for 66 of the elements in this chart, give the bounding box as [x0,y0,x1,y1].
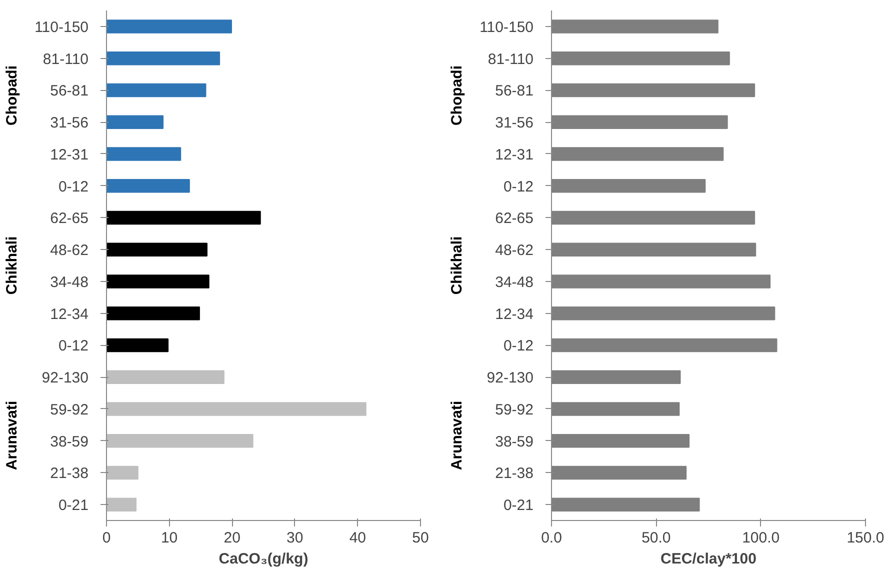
y-tick-label: 48-62 [495,242,534,260]
y-tick-label: 56-81 [50,82,89,100]
y-tick-label: 21-38 [50,465,89,482]
x-tick-label: 150.0 [846,530,884,546]
y-tick-label: 62-65 [495,210,534,228]
y-tick-label: 110-150 [480,18,534,36]
y-tick-label: 48-62 [50,242,89,260]
text: Chopadi [448,65,466,126]
x-tick-label: 0 [102,530,111,546]
y-tick-label: 0-12 [503,178,534,196]
y-tick-label: 92-130 [486,370,534,387]
y-tick-label: 31-56 [495,114,534,132]
y-tick-label: 59-92 [50,401,89,418]
bar [106,370,224,384]
bar [106,210,261,225]
x-tick-label: 100.0 [742,530,780,546]
x-tick-label: 20 [224,530,240,546]
bar [106,20,232,34]
x-tick-label: 10 [160,530,178,546]
bar [106,466,138,480]
y-tick-label: 59-92 [495,401,534,418]
y-tick-label: 38-59 [50,433,89,450]
y-tick-label: 34-48 [495,274,534,291]
y-tick-label: 0-12 [503,338,534,355]
bar [106,178,190,193]
bar [106,242,208,256]
y-tick-label: 38-59 [495,433,534,450]
bar [106,306,200,320]
y-tick-label: 12-34 [50,306,89,323]
x-axis-title: CEC/clay*100 [660,550,756,568]
y-tick-label: 34-48 [50,274,89,291]
bar [106,498,137,512]
y-tick-label: 0-12 [58,338,89,355]
y-tick-label: 56-81 [495,82,534,100]
bar [106,402,366,416]
bar [106,51,220,66]
x-tick-label: 30 [286,530,304,546]
y-tick-label: 12-31 [50,146,89,164]
y-tick-label: 81-110 [42,50,88,68]
x-tick-label: 0.0 [541,530,562,546]
y-tick-label: 12-31 [495,146,534,164]
text: Chikhali [4,236,20,295]
y-tick-label: 21-38 [495,465,534,482]
bar [106,83,206,98]
bar [106,147,182,161]
x-axis-title: CaCO₃(g/kg) [218,550,308,568]
y-tick-label: 62-65 [50,210,89,228]
bar [106,115,164,129]
y-tick-label: 0-12 [58,178,89,196]
bar [106,434,254,448]
text: Chikhali [448,236,466,295]
y-tick-label: 31-56 [50,114,89,132]
text: Arunavati [448,400,466,470]
x-tick-label: 50 [412,530,429,546]
text: Arunavati [4,400,20,470]
y-tick-label: 110-150 [34,18,88,36]
y-tick-label: 0-21 [58,497,89,514]
text: Chopadi [4,65,20,126]
y-tick-label: 81-110 [488,50,534,68]
bar [106,338,169,352]
bar [106,274,210,288]
x-tick-label: 50.0 [642,530,671,546]
y-tick-label: 92-130 [42,370,89,387]
y-tick-label: 12-34 [495,306,534,323]
x-tick-label: 40 [349,530,366,546]
y-tick-label: 0-21 [503,497,534,514]
